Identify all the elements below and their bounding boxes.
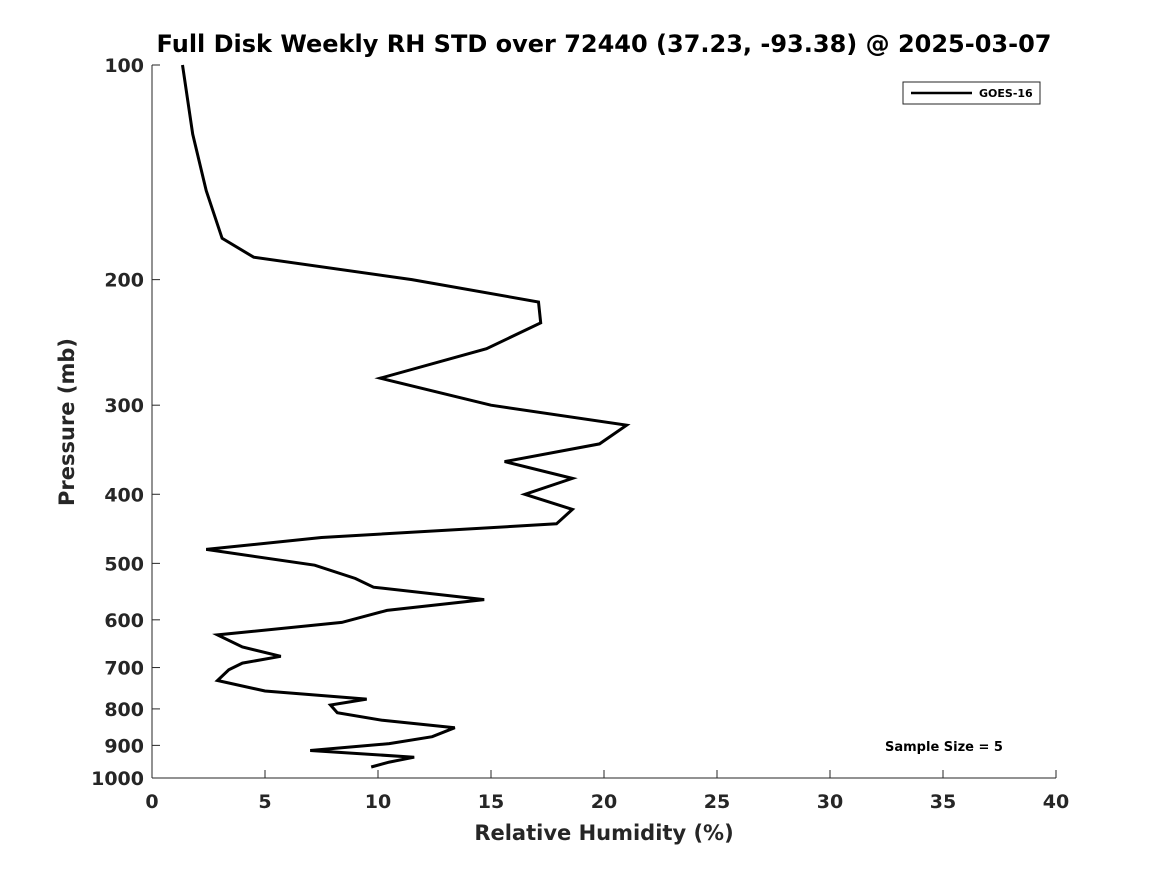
- y-tick-label: 900: [104, 735, 144, 757]
- y-tick-label: 600: [104, 610, 144, 632]
- y-tick-label: 1000: [91, 768, 144, 790]
- sample-size-annotation: Sample Size = 5: [885, 740, 1003, 755]
- x-tick-label: 10: [365, 791, 391, 813]
- y-tick-label: 400: [104, 484, 144, 506]
- x-tick-label: 30: [817, 791, 843, 813]
- y-tick-label: 800: [104, 699, 144, 721]
- series-layer: [181, 64, 631, 769]
- x-tick-label: 20: [591, 791, 617, 813]
- y-tick-label: 200: [104, 270, 144, 292]
- x-axis-label: Relative Humidity (%): [474, 821, 733, 845]
- chart-title: Full Disk Weekly RH STD over 72440 (37.2…: [157, 30, 1052, 58]
- y-tick-label: 100: [104, 55, 144, 77]
- y-tick-label: 500: [104, 553, 144, 575]
- x-tick-label: 40: [1043, 791, 1069, 813]
- series-line-goes-16: [181, 64, 631, 769]
- x-tick-label: 15: [478, 791, 504, 813]
- y-tick-label: 700: [104, 658, 144, 680]
- y-axis-label: Pressure (mb): [55, 338, 79, 506]
- legend: GOES-16: [902, 81, 1041, 105]
- x-tick-label: 5: [258, 791, 271, 813]
- legend-label-goes-16: GOES-16: [979, 87, 1033, 100]
- x-tick-label: 0: [145, 791, 158, 813]
- axes: 0 5 10 15 20 25 30 35 40 100 200 300 400 500 600 700 800…: [91, 55, 1069, 813]
- x-tick-label: 35: [930, 791, 956, 813]
- y-tick-label: 300: [104, 395, 144, 417]
- x-tick-label: 25: [704, 791, 730, 813]
